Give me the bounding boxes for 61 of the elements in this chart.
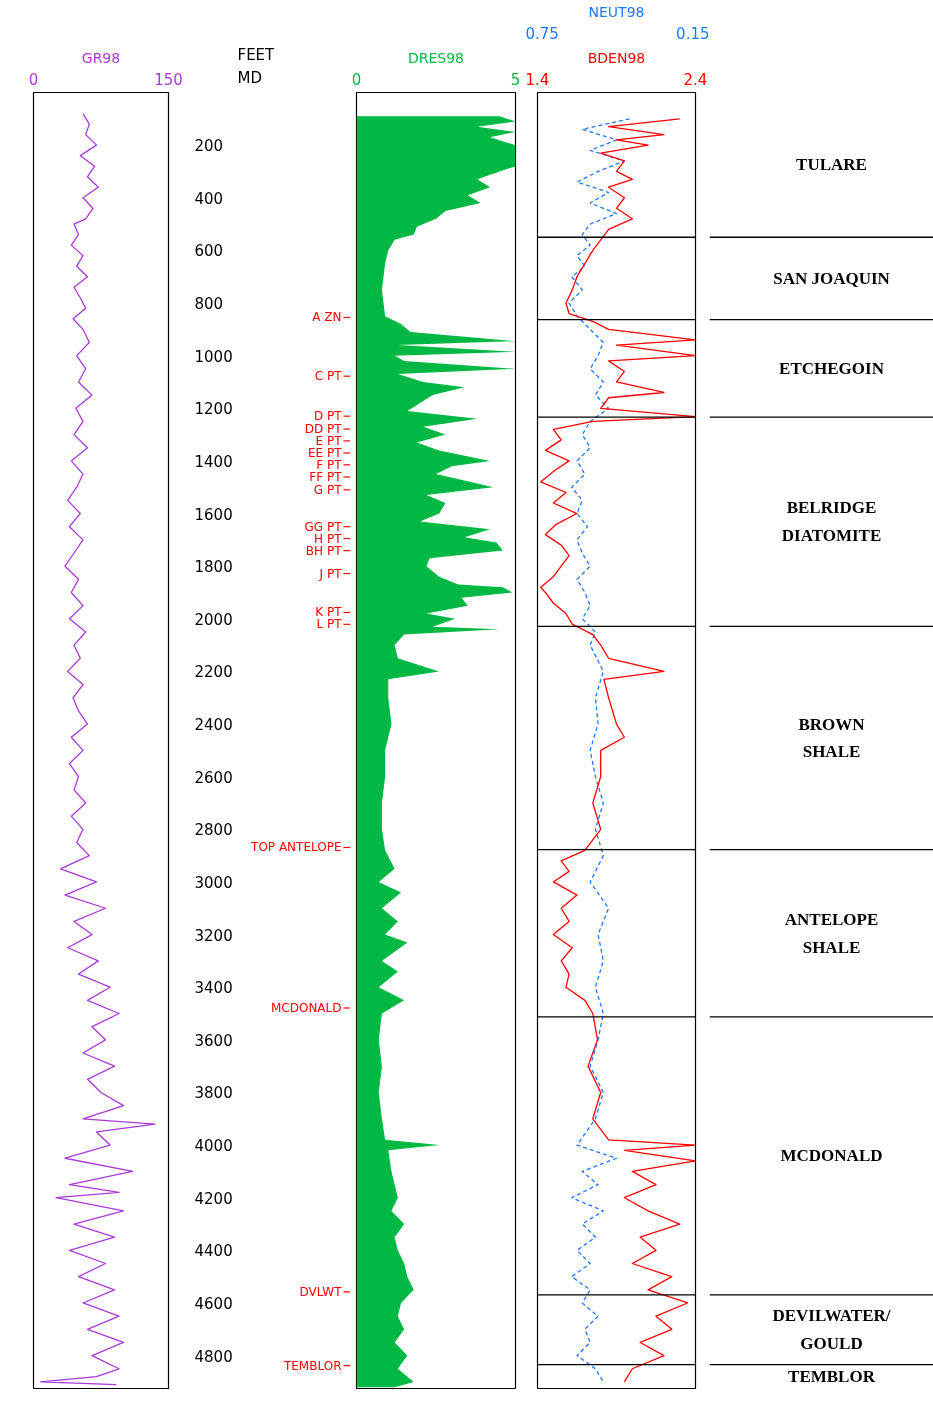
y-tick-label: 3000 [194, 873, 233, 892]
y-tick-label: 1800 [194, 558, 233, 577]
y-tick-label: 600 [194, 242, 224, 261]
x-tick-label: 1.4 [525, 70, 550, 89]
ref-line-label: A ZN [312, 310, 342, 325]
y-tick-label: 4600 [194, 1294, 233, 1313]
x-axis-title: GR98 [81, 49, 121, 66]
text: ANTELOPE SHALE [784, 909, 879, 957]
ref-line-label: G PT [313, 482, 343, 497]
y-tick-label: 1600 [194, 505, 233, 524]
ref-line-label: H PT [314, 531, 343, 546]
y-tick-label: 3400 [194, 979, 233, 998]
ref-line-label: TOP ANTELOPE [250, 840, 342, 855]
y-tick-label: 1400 [194, 452, 233, 471]
y-tick-label: 3600 [194, 1031, 233, 1050]
ref-line-label: FF PT [309, 469, 343, 484]
x2-tick-label: 0.75 [525, 24, 559, 43]
x-axis-title: DRES98 [407, 49, 465, 66]
x-tick-label: 150 [154, 70, 183, 89]
ref-line-label: J PT [318, 566, 343, 581]
text: BDEN98 [587, 49, 646, 66]
ref-line-label: BH PT [305, 543, 343, 558]
y-tick-label: 4000 [194, 1137, 233, 1156]
ref-line-label: GG PT [304, 519, 343, 534]
text: ETCHEGOIN [779, 358, 885, 378]
y-tick-label: 4800 [194, 1347, 233, 1366]
text: SAN JOAQUIN [773, 268, 891, 288]
y-tick-label: 1000 [194, 347, 233, 366]
y-tick-label: 4200 [194, 1189, 233, 1208]
text: TULARE [796, 155, 867, 175]
y-tick-label: 400 [194, 189, 224, 208]
y-tick-label: 200 [194, 137, 224, 156]
x-tick-label: 2.4 [683, 70, 708, 89]
y-tick-label: 4400 [194, 1242, 233, 1261]
x-tick-label: 0 [351, 70, 362, 89]
ref-line-label: K PT [315, 605, 343, 620]
y-tick-label: 2400 [194, 716, 233, 735]
text: NEUT98 [588, 3, 645, 20]
ref-line-label: DVLWT [299, 1284, 343, 1299]
ref-line-label: TEMBLOR [282, 1358, 342, 1373]
ref-line-label: MCDONALD [270, 1000, 342, 1015]
y-tick-label: 1200 [194, 400, 233, 419]
text: BELRIDGE DIATOMITE [781, 498, 882, 546]
text: MCDONALD [780, 1146, 883, 1166]
x-tick-label: 0 [28, 70, 39, 89]
ref-line-label: D PT [313, 409, 343, 424]
text: BROWN SHALE [798, 714, 866, 762]
x2-tick-label: 0.15 [676, 24, 710, 43]
ref-line-label: C PT [314, 369, 343, 384]
y-tick-label: 800 [194, 295, 224, 314]
text: TEMBLOR [788, 1367, 876, 1387]
y-axis-title: FEET MD [237, 46, 276, 88]
x-tick-label: 5 [510, 70, 521, 89]
y-tick-label: 2000 [194, 610, 233, 629]
text: DEVILWATER/ GOULD [772, 1306, 891, 1354]
y-tick-label: 2200 [194, 663, 233, 682]
y-tick-label: 2600 [194, 768, 233, 787]
ref-line-label: L PT [316, 617, 343, 632]
y-tick-label: 2800 [194, 821, 233, 840]
y-tick-label: 3200 [194, 926, 233, 945]
y-tick-label: 3800 [194, 1084, 233, 1103]
